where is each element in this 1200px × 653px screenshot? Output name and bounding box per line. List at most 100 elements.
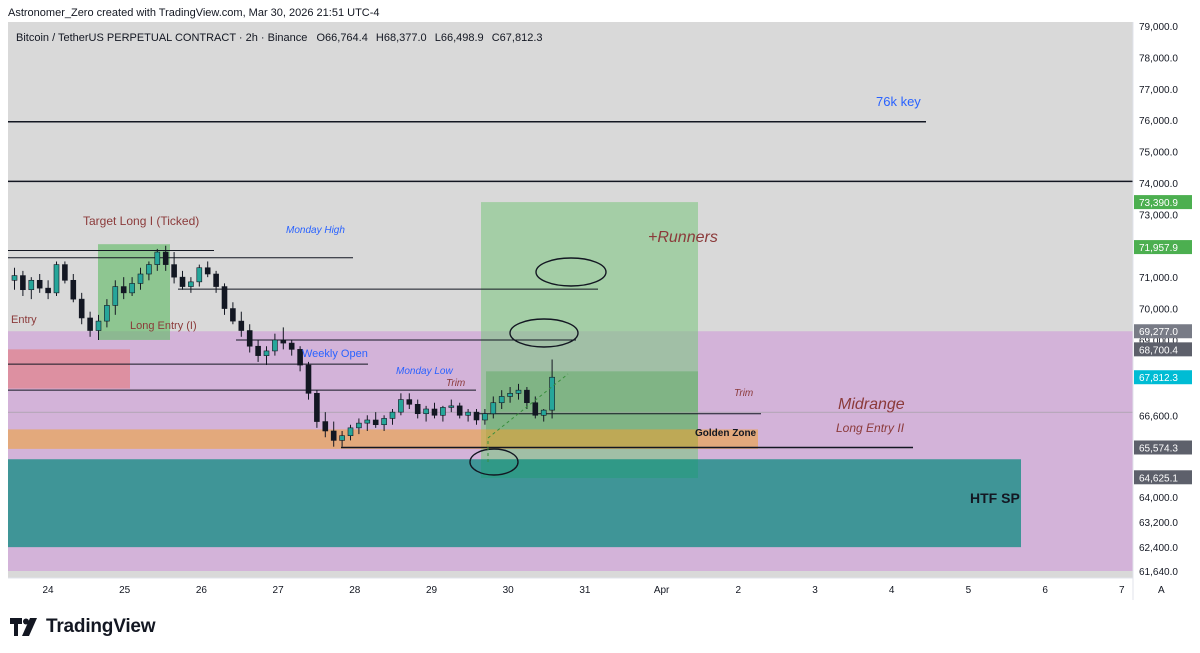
drawings-layer bbox=[469, 257, 607, 476]
footer-brand: TradingView bbox=[46, 616, 156, 637]
ohlc-high: H68,377.0 bbox=[376, 32, 427, 44]
price-tick-label: 64,000.0 bbox=[1139, 493, 1178, 504]
label-long-entry-2: Long Entry II bbox=[836, 421, 905, 435]
candle-body bbox=[104, 305, 110, 322]
candle-body bbox=[53, 264, 60, 294]
label-76k-key: 76k key bbox=[876, 94, 921, 109]
candle-body bbox=[213, 273, 219, 287]
auto-scale-button[interactable]: A bbox=[1158, 585, 1165, 596]
label-long-entry-1: Long Entry (I) bbox=[130, 320, 197, 332]
price-tags: 73,390.9 71,957.9 69,277.0 68,700.4 67,812.3… bbox=[1134, 195, 1192, 485]
candle-body bbox=[62, 264, 68, 281]
price-tick-label: 73,000.0 bbox=[1139, 210, 1178, 221]
candle-body bbox=[398, 399, 404, 413]
price-tag-bg bbox=[1134, 440, 1192, 455]
time-tick-label: 29 bbox=[426, 585, 438, 596]
time-tick-label: 30 bbox=[503, 585, 515, 596]
candle-body bbox=[423, 408, 429, 415]
candle-body bbox=[431, 408, 438, 416]
candle-body bbox=[137, 273, 144, 284]
candle-body bbox=[263, 350, 270, 356]
label-entry: Entry bbox=[11, 314, 37, 326]
time-tick-label: 31 bbox=[579, 585, 591, 596]
time-tick-label: 7 bbox=[1119, 585, 1125, 596]
candle-body bbox=[162, 251, 169, 265]
candle-body bbox=[389, 411, 396, 419]
drawn-circle-top bbox=[535, 257, 607, 287]
price-tick-label: 77,000.0 bbox=[1139, 85, 1178, 96]
candle-body bbox=[381, 418, 387, 426]
candle-body bbox=[221, 286, 228, 309]
price-tag-label: 65,574.3 bbox=[1139, 443, 1178, 454]
price-axis[interactable]: 79,000.0 78,000.0 77,000.0 76,000.0 75,000.0… bbox=[1133, 22, 1194, 578]
time-tick-label: 5 bbox=[966, 585, 972, 596]
candle-body bbox=[540, 409, 547, 416]
candle-body bbox=[36, 279, 43, 289]
candle-body bbox=[188, 281, 194, 287]
ohlc-open: O66,764.4 bbox=[316, 32, 367, 44]
label-trim-left: Trim bbox=[446, 378, 465, 389]
candle-body bbox=[465, 411, 471, 416]
candle-body bbox=[498, 396, 505, 404]
candle-body bbox=[490, 402, 497, 415]
ohlc-close: C67,812.3 bbox=[492, 32, 543, 44]
price-tag-bg bbox=[1134, 470, 1192, 485]
candle-body bbox=[95, 320, 102, 331]
label-htf-sp: HTF SP bbox=[970, 490, 1020, 506]
price-tick-label: 63,200.0 bbox=[1139, 518, 1178, 529]
candle-body bbox=[78, 298, 85, 319]
candle-body bbox=[28, 279, 35, 291]
candle-body bbox=[272, 339, 278, 352]
candle-body bbox=[482, 413, 488, 421]
symbol-line: Bitcoin / TetherUS PERPETUAL CONTRACT · … bbox=[16, 32, 307, 44]
candle-body bbox=[456, 405, 463, 416]
price-tag-label: 68,700.4 bbox=[1139, 345, 1178, 356]
time-axis[interactable]: A 24 25 26 27 28 29 30 31 Apr 2 3 4 5 6 7 bbox=[8, 22, 1194, 600]
symbol-legend: Bitcoin / TetherUS PERPETUAL CONTRACT · … bbox=[16, 32, 543, 44]
candle-body bbox=[347, 427, 354, 436]
price-tag-label: 73,390.9 bbox=[1139, 198, 1178, 209]
label-midrange: Midrange bbox=[838, 396, 905, 413]
candle-body bbox=[280, 339, 287, 344]
candle-body bbox=[204, 267, 211, 275]
time-tick-label: 24 bbox=[42, 585, 54, 596]
ohlc-low: L66,498.9 bbox=[435, 32, 484, 44]
tradingview-logo-icon bbox=[10, 618, 37, 636]
attribution-header: Astronomer_Zero created with TradingView… bbox=[8, 7, 380, 19]
candle-body bbox=[515, 389, 522, 394]
drawn-projection-line bbox=[487, 373, 569, 462]
level-lines bbox=[8, 121, 1133, 449]
candle-body bbox=[524, 389, 530, 404]
candle-body bbox=[87, 317, 93, 331]
candle-body bbox=[120, 286, 127, 294]
candle-body bbox=[372, 419, 379, 426]
candle-body bbox=[246, 330, 253, 347]
candle-body bbox=[305, 364, 312, 394]
time-tick-label: 6 bbox=[1042, 585, 1048, 596]
label-trim-right: Trim bbox=[734, 388, 753, 399]
time-tick-label: 27 bbox=[273, 585, 285, 596]
time-tick-label: 3 bbox=[812, 585, 818, 596]
price-tag-label: 71,957.9 bbox=[1139, 243, 1178, 254]
price-tick-label: 75,000.0 bbox=[1139, 148, 1178, 159]
htf-sp-zone bbox=[8, 459, 1021, 548]
chart-frame[interactable]: 76k key Target Long I (Ticked) Monday Hi… bbox=[8, 22, 1194, 600]
label-runners: +Runners bbox=[648, 229, 718, 246]
candle-body bbox=[154, 251, 161, 265]
entry-zone bbox=[8, 349, 130, 389]
candle-body bbox=[288, 342, 295, 350]
price-tick-label: 71,000.0 bbox=[1139, 273, 1178, 284]
price-tick-label: 78,000.0 bbox=[1139, 53, 1178, 64]
candle-body bbox=[314, 393, 320, 422]
svg-text:Bitcoin / TetherUS PERPETUAL C: Bitcoin / TetherUS PERPETUAL CONTRACT · … bbox=[16, 32, 543, 44]
price-tick-label: 70,000.0 bbox=[1139, 305, 1178, 316]
label-golden-zone: Golden Zone bbox=[695, 428, 757, 439]
candle-body bbox=[448, 405, 455, 408]
label-monday-high: Monday High bbox=[286, 225, 345, 236]
tradingview-footer[interactable]: TradingView bbox=[10, 615, 156, 639]
price-tick-label: 69,000.0 bbox=[1139, 336, 1178, 347]
price-tag-bg bbox=[1134, 195, 1192, 210]
price-chart[interactable]: 76k key Target Long I (Ticked) Monday Hi… bbox=[8, 22, 1194, 600]
candle-body bbox=[406, 399, 413, 405]
golden-zone bbox=[8, 429, 758, 449]
